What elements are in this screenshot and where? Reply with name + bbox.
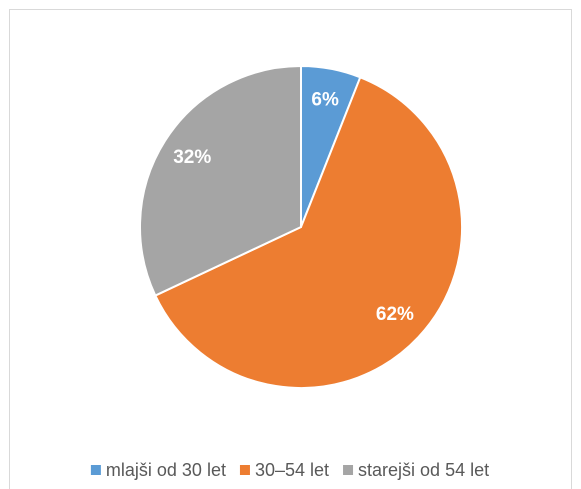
legend-swatch (90, 465, 101, 475)
legend-swatch (239, 465, 250, 475)
value-label: 32% (173, 147, 211, 168)
value-label: 62% (376, 304, 414, 325)
legend-label: starejši od 54 let (358, 460, 489, 480)
legend-swatch (343, 465, 354, 475)
value-label: 6% (311, 89, 339, 110)
pie-slice (139, 64, 302, 297)
legend-label: 30–54 let (255, 460, 329, 480)
legend-label: mlajši od 30 let (106, 460, 226, 480)
pie-slice (153, 76, 463, 389)
